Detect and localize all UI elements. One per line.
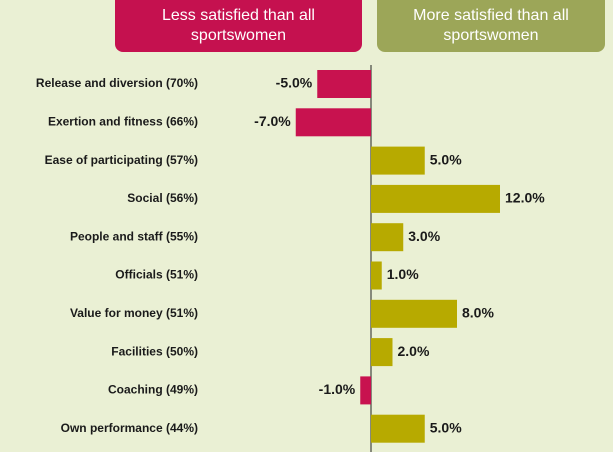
bar: [371, 261, 382, 290]
value-label: 5.0%: [430, 419, 462, 435]
bar: [371, 184, 500, 213]
category-label: Facilities (50%): [111, 344, 198, 358]
header-less: Less satisfied than all sportswomen: [115, 0, 362, 52]
value-label: -5.0%: [276, 75, 313, 91]
value-label: 5.0%: [430, 151, 462, 167]
bar: [371, 299, 457, 328]
value-label: 12.0%: [505, 190, 545, 206]
value-label: -7.0%: [254, 113, 291, 129]
category-label: Social (56%): [127, 191, 198, 205]
header-more: More satisfied than all sportswomen: [377, 0, 605, 52]
bar: [371, 223, 404, 252]
value-label: -1.0%: [319, 381, 356, 397]
value-label: 8.0%: [462, 305, 494, 321]
bar: [371, 338, 393, 367]
category-label: Coaching (49%): [108, 383, 198, 397]
category-label: Release and diversion (70%): [36, 76, 198, 90]
bar: [360, 376, 371, 405]
category-label: Exertion and fitness (66%): [48, 114, 198, 128]
bar: [371, 146, 425, 175]
category-label: People and staff (55%): [70, 229, 198, 243]
value-label: 1.0%: [387, 266, 419, 282]
bar: [295, 108, 371, 137]
category-label: Own performance (44%): [61, 421, 198, 435]
value-label: 2.0%: [398, 343, 430, 359]
category-label: Ease of participating (57%): [45, 153, 198, 167]
value-label: 3.0%: [408, 228, 440, 244]
category-label: Officials (51%): [115, 268, 198, 282]
bar: [371, 414, 425, 443]
bar: [317, 70, 371, 98]
category-label: Value for money (51%): [70, 306, 198, 320]
